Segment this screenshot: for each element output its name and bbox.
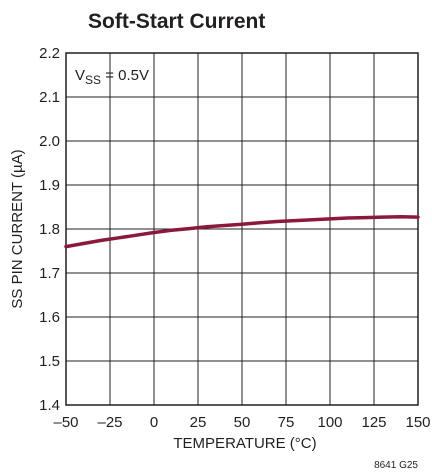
y-tick-label: 1.6: [39, 309, 60, 326]
chart-title: Soft-Start Current: [88, 10, 265, 33]
y-tick-label: 2.0: [39, 133, 60, 150]
plot-area: [64, 52, 420, 406]
y-tick-label: 1.5: [39, 353, 60, 370]
y-tick-label: 2.1: [39, 89, 60, 106]
annotation-rest: = 0.5V: [101, 67, 149, 84]
x-tick-label: 75: [278, 414, 295, 431]
y-tick-label: 1.8: [39, 221, 60, 238]
x-tick-label: 150: [405, 414, 430, 431]
x-tick-label: –50: [53, 414, 78, 431]
x-tick-label: 25: [190, 414, 207, 431]
x-axis-label: TEMPERATURE (°C): [173, 435, 316, 452]
grid-lines: [65, 52, 419, 406]
x-tick-label: 0: [150, 414, 158, 431]
y-tick-label: 1.7: [39, 265, 60, 282]
annotation-main: V: [75, 67, 85, 84]
tick-labels: –50 –25 0 25 50 75 100 125 150 1.4 1.5 1.6 1.7 1.8 1.9…: [39, 45, 430, 431]
y-tick-label: 2.2: [39, 45, 60, 62]
annotation-vss: VSS = 0.5V: [75, 67, 149, 87]
x-tick-label: –25: [97, 414, 122, 431]
x-tick-label: 125: [361, 414, 386, 431]
x-tick-label: 50: [234, 414, 251, 431]
y-tick-label: 1.4: [39, 397, 60, 414]
y-tick-label: 1.9: [39, 177, 60, 194]
figure-code: 8641 G25: [374, 460, 418, 471]
y-axis-label: SS PIN CURRENT (µA): [9, 149, 26, 308]
annotation-sub: SS: [85, 73, 101, 87]
x-tick-label: 100: [317, 414, 342, 431]
series-line-0: [64, 214, 420, 249]
plot-frame: [65, 52, 419, 406]
